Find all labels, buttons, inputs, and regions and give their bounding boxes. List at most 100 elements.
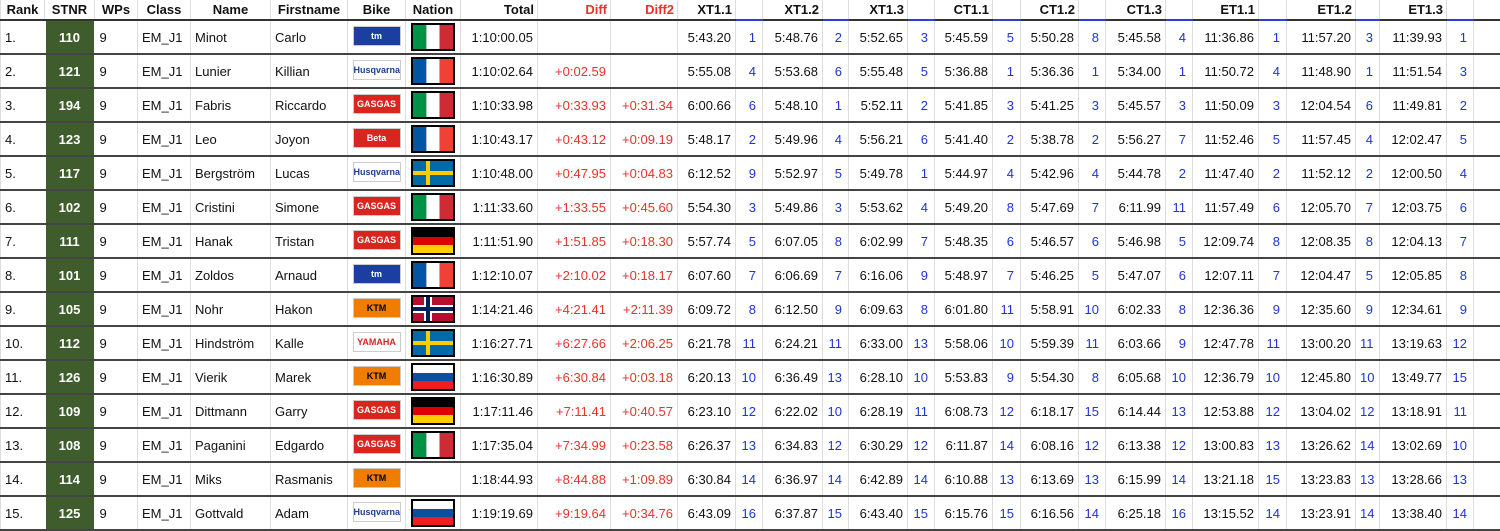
split-time: 12:36.36 xyxy=(1192,292,1259,327)
wps: 9 xyxy=(94,190,138,225)
split-time: 12:47.78 xyxy=(1192,326,1259,361)
split-position: 6 xyxy=(992,224,1021,259)
split-position: 9 xyxy=(1165,326,1193,361)
position-header xyxy=(822,0,849,21)
split-position: 7 xyxy=(1446,224,1474,259)
split-time: 5:44.78 xyxy=(1105,156,1166,191)
split-position: 11 xyxy=(735,326,763,361)
split-position: 14 xyxy=(1078,496,1106,531)
start-number: 105 xyxy=(43,291,96,327)
split-position: 1 xyxy=(1165,54,1193,89)
diff: +0:02.59 xyxy=(537,54,611,89)
nation xyxy=(405,88,461,123)
split-position: 7 xyxy=(907,224,935,259)
split-time: 6:23.10 xyxy=(677,394,736,429)
split-position: 12 xyxy=(1446,326,1474,361)
split-position: 14 xyxy=(1165,462,1193,497)
column-header: XT1.1 xyxy=(677,0,736,21)
split-position: 10 xyxy=(907,360,935,395)
firstname: Edgardo xyxy=(270,428,348,463)
split-time: 6:02.33 xyxy=(1105,292,1166,327)
result-row: 6. 102 9 EM_J1 Cristini Simone GASGAS 1:11:33.6… xyxy=(0,189,1500,225)
total: 1:16:27.71 xyxy=(460,326,538,361)
split-position: 3 xyxy=(735,190,763,225)
split-time: 13:28.66 xyxy=(1379,462,1447,497)
diff2 xyxy=(610,20,678,55)
tc xyxy=(1473,54,1500,89)
column-header: CT1.2 xyxy=(1020,0,1079,21)
diff2: +1:09.89 xyxy=(610,462,678,497)
split-time: 13:23.83 xyxy=(1286,462,1356,497)
split-time: 5:41.40 xyxy=(934,122,993,157)
bike-logo: Beta xyxy=(352,127,401,148)
result-row: 8. 101 9 EM_J1 Zoldos Arnaud tm 1:12:10.07 +2:10… xyxy=(0,257,1500,293)
wps: 9 xyxy=(94,394,138,429)
split-time: 6:01.80 xyxy=(934,292,993,327)
result-row: 14. 114 9 EM_J1 Miks Rasmanis KTM 1:18:44.93 +8:… xyxy=(0,461,1500,497)
result-row: 10. 112 9 EM_J1 Hindström Kalle YAMAHA 1:16:27.… xyxy=(0,325,1500,361)
start-number: 126 xyxy=(43,359,96,395)
name: Gottvald xyxy=(190,496,271,531)
split-position: 8 xyxy=(1078,360,1106,395)
split-time: 11:51.54 xyxy=(1379,54,1447,89)
bike-logo: Husqvarna xyxy=(352,59,401,80)
split-position: 15 xyxy=(822,496,849,531)
rank: 13. xyxy=(0,428,45,463)
nation xyxy=(405,394,461,429)
position-header xyxy=(907,0,935,21)
split-time: 12:07.11 xyxy=(1192,258,1259,293)
bike-logo: KTM xyxy=(352,365,401,386)
split-position: 13 xyxy=(1446,462,1474,497)
split-time: 5:42.96 xyxy=(1020,156,1079,191)
split-time: 6:28.19 xyxy=(848,394,908,429)
split-time: 5:58.91 xyxy=(1020,292,1079,327)
split-position: 2 xyxy=(822,20,849,55)
split-position: 8 xyxy=(1258,224,1287,259)
split-position: 3 xyxy=(992,88,1021,123)
split-time: 12:35.60 xyxy=(1286,292,1356,327)
total: 1:11:51.90 xyxy=(460,224,538,259)
split-position: 12 xyxy=(822,428,849,463)
split-position: 5 xyxy=(1258,122,1287,157)
split-time: 6:22.02 xyxy=(762,394,823,429)
split-position: 14 xyxy=(907,462,935,497)
start-number: 101 xyxy=(43,257,96,293)
split-time: 13:38.40 xyxy=(1379,496,1447,531)
split-position: 13 xyxy=(1165,394,1193,429)
split-time: 12:05.85 xyxy=(1379,258,1447,293)
split-time: 6:43.40 xyxy=(848,496,908,531)
total: 1:10:43.17 xyxy=(460,122,538,157)
column-header: Total xyxy=(460,0,538,21)
class: EM_J1 xyxy=(137,360,191,395)
column-header: Diff2 xyxy=(610,0,678,21)
diff2: +0:31.34 xyxy=(610,88,678,123)
split-time: 12:08.35 xyxy=(1286,224,1356,259)
split-time: 5:36.88 xyxy=(934,54,993,89)
split-time: 5:52.11 xyxy=(848,88,908,123)
diff2: +2:06.25 xyxy=(610,326,678,361)
split-time: 6:26.37 xyxy=(677,428,736,463)
split-time: 13:00.20 xyxy=(1286,326,1356,361)
firstname: Adam xyxy=(270,496,348,531)
split-time: 6:43.09 xyxy=(677,496,736,531)
split-position: 1 xyxy=(992,54,1021,89)
column-header: WPs xyxy=(94,0,138,21)
split-time: 5:45.57 xyxy=(1105,88,1166,123)
start-number: 114 xyxy=(43,461,96,497)
column-header: Rank xyxy=(0,0,45,21)
split-position: 6 xyxy=(1165,258,1193,293)
split-position: 4 xyxy=(992,156,1021,191)
split-position: 4 xyxy=(1446,156,1474,191)
bike-logo: KTM xyxy=(352,467,401,488)
split-position: 14 xyxy=(822,462,849,497)
tc xyxy=(1473,326,1500,361)
split-time: 6:07.60 xyxy=(677,258,736,293)
rank: 14. xyxy=(0,462,45,497)
name: Cristini xyxy=(190,190,271,225)
class: EM_J1 xyxy=(137,326,191,361)
bike: GASGAS xyxy=(347,190,406,225)
split-time: 5:59.39 xyxy=(1020,326,1079,361)
split-time: 5:55.08 xyxy=(677,54,736,89)
